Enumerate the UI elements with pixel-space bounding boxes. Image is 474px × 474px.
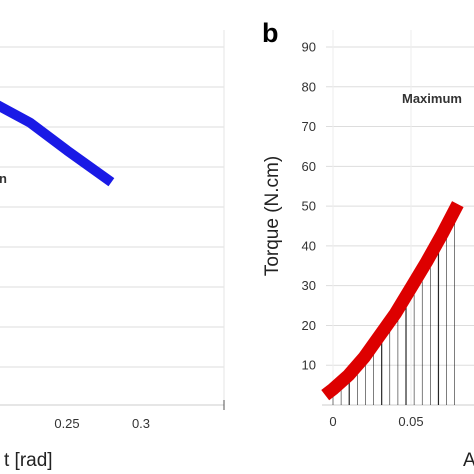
panel-a: 0.25 0.3 n t [rad] — [0, 30, 225, 471]
panel-b-y-tick-label: 70 — [302, 119, 316, 134]
panel-b-gridlines — [326, 30, 474, 405]
panel-a-series-curve — [0, 100, 115, 187]
panel-b-area-hatching — [332, 210, 455, 405]
panel-a-x-tick-label: 0.3 — [132, 416, 150, 431]
panel-b-series-curve — [321, 201, 464, 401]
panel-b-y-tick-label: 80 — [302, 79, 316, 94]
panel-b-y-tick-labels: 10 20 30 40 50 60 70 80 90 — [302, 40, 316, 373]
panel-b-x-tick-label: 0 — [329, 414, 336, 429]
panel-a-x-axis-label: t [rad] — [4, 450, 53, 471]
panel-a-gridlines — [0, 30, 225, 405]
panel-b-x-axis-label: A — [463, 450, 474, 471]
panel-b-y-tick-label: 60 — [302, 159, 316, 174]
panel-b-y-tick-label: 40 — [302, 238, 316, 253]
panel-a-x-tick-label: 0.25 — [54, 416, 79, 431]
panel-a-annotation: n — [0, 171, 7, 186]
panel-b-y-tick-label: 90 — [302, 40, 316, 55]
panel-b-y-tick-label: 30 — [302, 278, 316, 293]
panel-b: 10 20 30 40 50 60 70 80 90 0 0.05 Maximum Torque… — [262, 18, 474, 471]
panel-b-x-tick-label: 0.05 — [398, 414, 423, 429]
panel-b-annotation: Maximum — [402, 91, 462, 106]
panel-b-y-tick-label: 50 — [302, 199, 316, 214]
panel-b-y-tick-label: 20 — [302, 318, 316, 333]
panel-b-y-tick-label: 10 — [302, 358, 316, 373]
panel-b-panel-letter: b — [262, 18, 279, 48]
panel-b-y-axis-label: Torque (N.cm) — [262, 156, 283, 276]
